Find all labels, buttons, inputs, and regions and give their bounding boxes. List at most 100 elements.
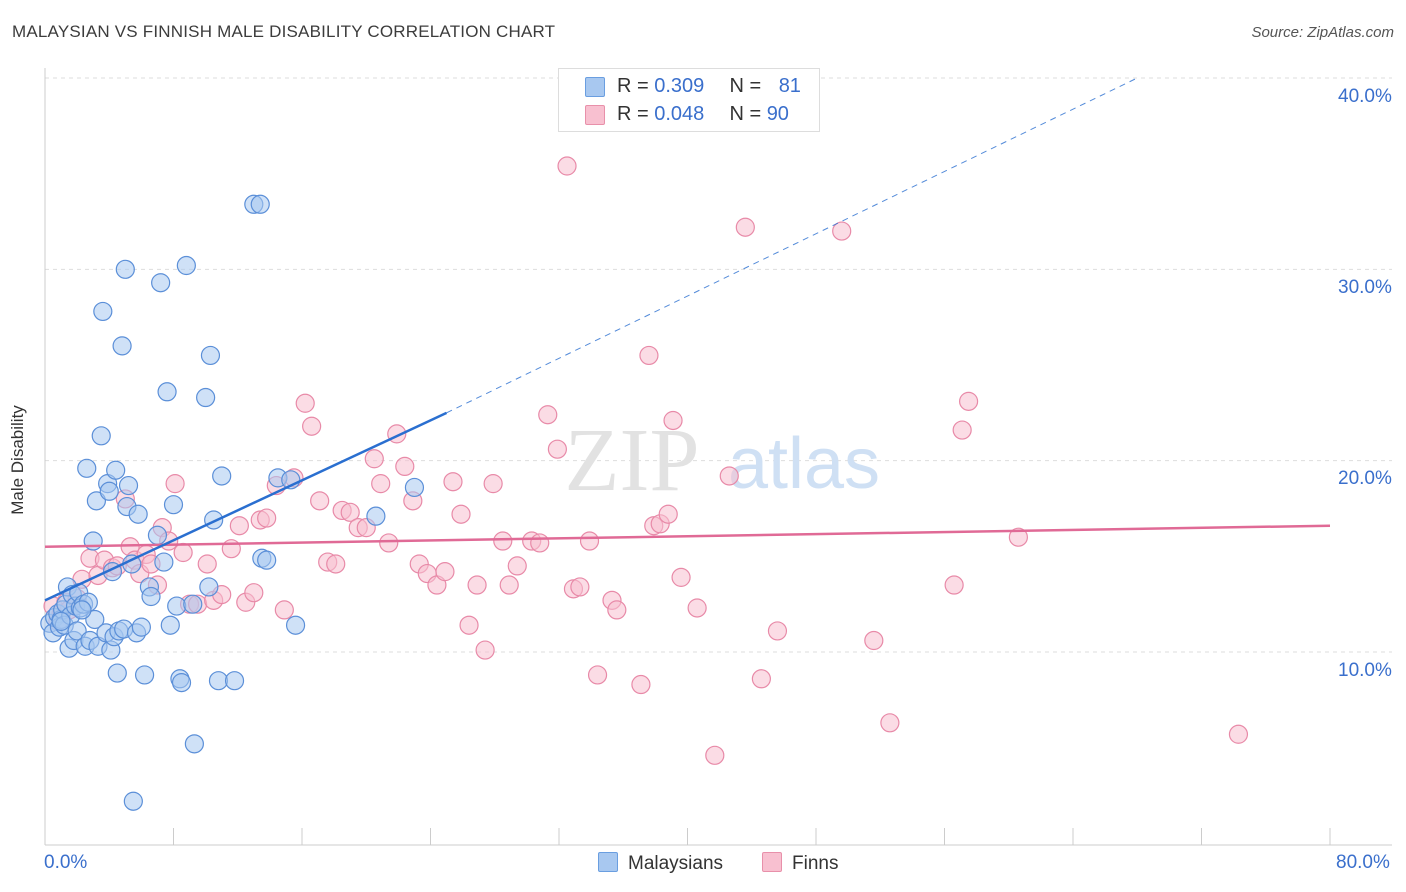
source-label: Source: ZipAtlas.com (1251, 24, 1394, 41)
finns-point-31 (244, 583, 264, 603)
malaysians-point-51 (147, 525, 168, 545)
finns-point-37 (295, 393, 315, 413)
finns-point-60 (475, 640, 495, 660)
malaysians-point-65 (200, 345, 221, 366)
axes (44, 68, 1392, 846)
finns-point-91 (880, 713, 900, 733)
finns-n-value: 90 (766, 103, 789, 125)
malaysians-point-78 (404, 477, 425, 498)
malaysians-point-31 (99, 481, 119, 501)
finns-point-50 (395, 456, 415, 477)
x-tick-label-max: 80.0% (1336, 852, 1390, 873)
finns-point-67 (538, 405, 558, 425)
malaysians-point-57 (167, 596, 187, 616)
malaysians-r-value: 0.309 (654, 75, 705, 97)
finns-point-80 (658, 504, 678, 524)
finns-point-68 (547, 439, 567, 459)
malaysians-point-48 (134, 665, 155, 685)
malaysians-point-36 (107, 663, 127, 683)
finns-point-41 (326, 554, 346, 574)
finns-point-66 (530, 533, 550, 553)
finns-point-55 (435, 562, 455, 582)
finns-point-86 (735, 217, 755, 237)
finns-point-33 (257, 508, 277, 528)
malaysians-point-38 (112, 336, 132, 356)
finns-point-56 (443, 472, 463, 492)
finns-point-35 (274, 600, 294, 620)
finns-point-64 (507, 556, 527, 576)
finns-point-46 (364, 449, 384, 469)
finns-point-89 (832, 221, 852, 241)
finns-point-62 (493, 531, 513, 551)
y-tick-label-40: 40.0% (1338, 86, 1392, 107)
finns-point-82 (671, 567, 691, 587)
malaysians-point-35 (106, 460, 126, 480)
malaysians-point-44 (123, 791, 143, 811)
finns-point-76 (631, 674, 651, 695)
finns-point-48 (379, 533, 399, 553)
watermark-atlas: atlas (728, 424, 880, 504)
bottom-malaysians-swatch (598, 852, 618, 872)
finns-point-58 (459, 615, 479, 635)
finns-point-71 (570, 577, 590, 597)
malaysians-swatch (585, 77, 605, 97)
malaysians-point-24 (85, 609, 105, 630)
finns-point-94 (958, 391, 979, 411)
malaysians-point-76 (285, 615, 306, 635)
finns-point-84 (705, 745, 725, 765)
finns-r-label: R = (617, 103, 655, 125)
finns-n-label: N = (729, 103, 767, 125)
malaysians-point-61 (183, 594, 203, 614)
malaysians-point-15 (67, 621, 87, 641)
malaysians-point-54 (157, 382, 177, 402)
malaysians-point-42 (118, 475, 139, 496)
malaysians-point-62 (184, 734, 204, 754)
malaysians-point-73 (257, 550, 277, 570)
finns-point-22 (173, 542, 193, 563)
finns-point-75 (607, 600, 627, 620)
finns-point-88 (767, 621, 788, 641)
malaysians-point-28 (93, 301, 113, 322)
finns-point-57 (451, 504, 471, 524)
finns-point-29 (229, 516, 249, 536)
finns-point-25 (197, 554, 217, 574)
malaysians-point-67 (208, 671, 229, 691)
malaysians-point-46 (128, 504, 148, 524)
finns-point-59 (467, 575, 487, 595)
malaysians-point-40 (115, 259, 135, 279)
malaysians-point-64 (199, 577, 219, 597)
finns-point-92 (944, 575, 964, 595)
malaysians-point-68 (212, 466, 232, 486)
finns-point-90 (864, 630, 884, 651)
malaysians-point-77 (366, 506, 386, 526)
malaysians-point-47 (131, 617, 151, 637)
finns-point-96 (1228, 724, 1249, 744)
finns-point-39 (310, 491, 330, 511)
finns-point-85 (719, 466, 739, 486)
finns-points (43, 156, 1249, 765)
finns-point-43 (340, 502, 360, 522)
malaysians-point-79 (51, 611, 71, 631)
malaysians-point-25 (86, 491, 107, 511)
malaysians-point-80 (72, 600, 92, 620)
finns-point-38 (302, 416, 322, 436)
finns-trendline (44, 524, 1331, 549)
malaysians-point-20 (77, 458, 97, 478)
finns-point-61 (483, 474, 503, 494)
malaysians-r-label: R = (617, 75, 655, 97)
malaysians-point-56 (163, 495, 184, 515)
malaysians-point-71 (250, 194, 270, 214)
finns-point-63 (499, 575, 519, 595)
trendlines (44, 77, 1331, 602)
finns-point-47 (371, 474, 391, 494)
bottom-malaysians-label: Malaysians (628, 853, 724, 874)
finns-point-95 (1008, 527, 1028, 547)
malaysians-n-label: N = (729, 75, 767, 97)
chart-title: MALAYSIAN VS FINNISH MALE DISABILITY COR… (12, 22, 556, 41)
gridlines (45, 77, 1392, 653)
finns-point-72 (579, 531, 600, 551)
malaysians-points (40, 194, 425, 811)
finns-r-value: 0.048 (654, 103, 705, 125)
bottom-finns-label: Finns (792, 853, 839, 874)
